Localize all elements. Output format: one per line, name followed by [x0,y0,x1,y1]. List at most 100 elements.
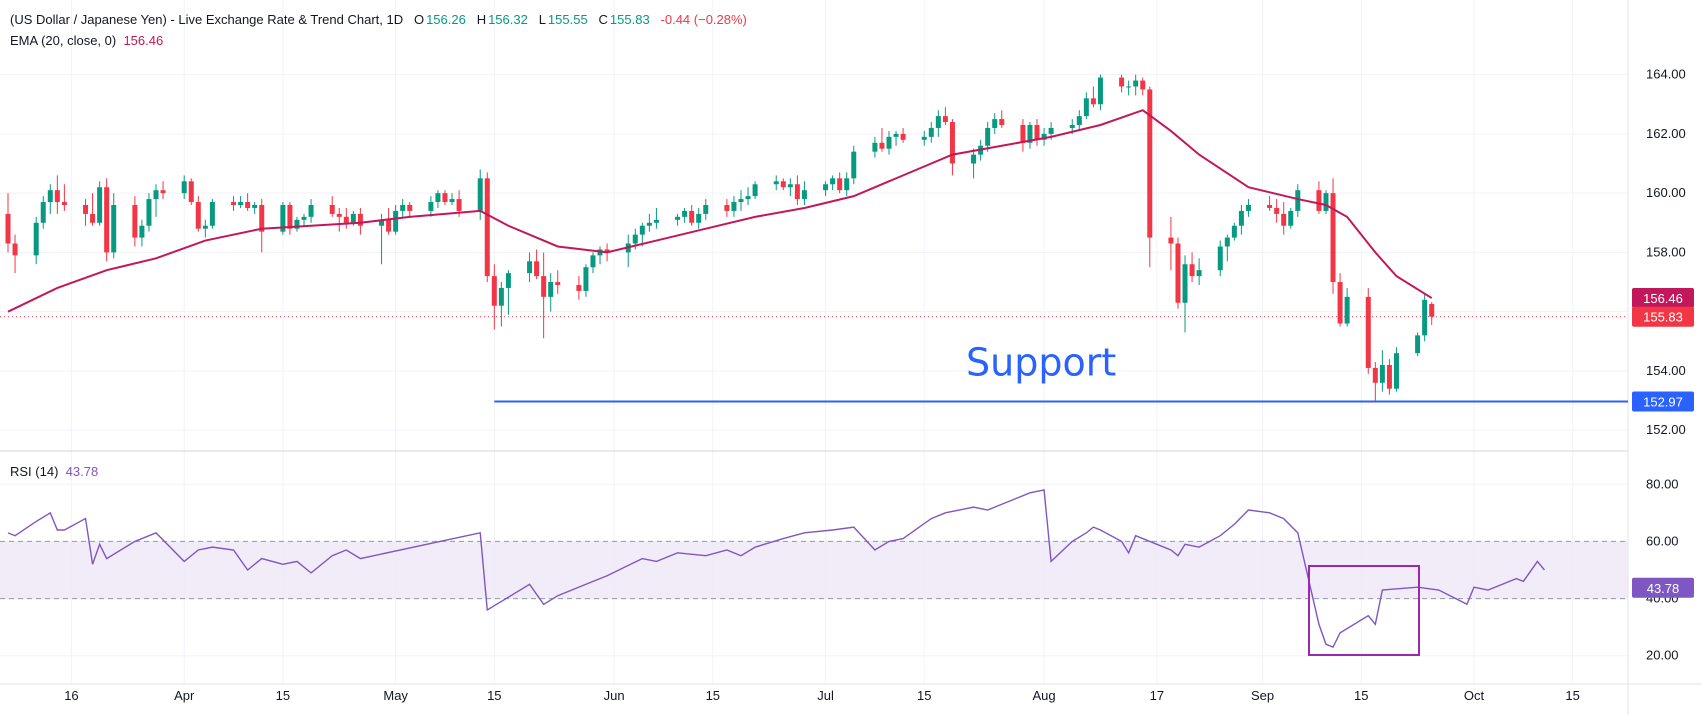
candle-body [1041,133,1047,140]
time-tick-label: 15 [917,688,931,703]
candle-body [5,213,11,244]
candle-body [1182,264,1188,303]
candle-body [921,136,927,140]
time-tick-label: Jun [604,688,625,703]
candle-body [153,190,159,200]
ema-value: 156.46 [123,33,164,48]
candle-body [484,178,490,277]
candle-body [837,178,843,191]
symbol-title: (US Dollar / Japanese Yen) - Live Exchan… [10,12,404,27]
candle-body [653,219,659,223]
candle-body [146,199,152,226]
rsi-legend: RSI (14) 43.78 [10,464,98,479]
candle-body [1274,207,1280,214]
candle-body [985,127,991,146]
time-tick-label: 16 [64,688,78,703]
candle-body [1288,210,1294,226]
ema-line [7,109,1433,313]
ema-price-tag-bg [1632,288,1694,309]
candle-body [893,133,899,137]
candle-body [498,287,504,306]
time-tick-label: 15 [1354,688,1368,703]
candle-body [1119,77,1125,87]
candle-body [583,267,589,291]
time-tick-label: 17 [1150,688,1164,703]
candle-body [449,199,455,203]
candle-body [935,116,941,128]
candle-body [724,205,730,211]
candle-body [1069,125,1075,128]
close-label: C [598,12,608,27]
candle-body [590,255,596,268]
candle-body [195,202,201,229]
candle-body [1295,190,1301,211]
price-tick-label: 162.00 [1646,126,1686,141]
candle-body [97,187,103,223]
candle-body [54,190,60,203]
ema-label: EMA (20, close, 0) [10,33,117,48]
candle-body [104,187,110,253]
candle-body [738,199,744,203]
candle-body [830,178,836,185]
candle-body [731,202,737,211]
candle-body [1076,116,1082,125]
time-tick-label: 15 [487,688,501,703]
candle-body [1372,367,1378,383]
candle-body [407,205,413,211]
candle-body [160,190,166,194]
open-value: 156.26 [426,12,466,27]
candle-body [794,184,800,200]
candle-body [675,216,681,220]
candle-body [1386,365,1392,389]
price-tick-label: 164.00 [1646,67,1686,82]
change-value: -0.44 (−0.28%) [660,12,747,27]
candle-body [1393,353,1399,389]
candle-body [696,213,702,223]
candle-body [111,205,117,253]
candle-body [844,178,850,191]
candle-body [61,202,67,205]
candle-body [238,202,244,205]
rsi-tick-label: 60.00 [1646,533,1679,548]
time-tick-label: May [383,688,408,703]
candle-body [456,199,462,211]
candle-body [83,205,89,214]
candle-body [632,234,638,244]
candle-body [752,184,758,197]
candle-body [294,219,300,229]
candle-body [548,282,554,297]
candle-body [287,205,293,229]
candle-body [1429,303,1435,317]
candle-body [259,205,265,232]
candle-body [992,119,998,128]
rsi-value: 43.78 [65,464,99,479]
candle-body [132,205,138,238]
candle-body [336,213,342,217]
time-tick-label: 15 [706,688,720,703]
time-tick-label: Aug [1032,688,1055,703]
candle-body [491,276,497,306]
candle-body [188,181,194,203]
high-label: H [476,12,487,27]
candle-body [541,276,547,297]
candle-body [1020,125,1026,143]
candle-body [40,202,46,223]
candle-body [209,202,215,226]
candle-body [555,282,561,285]
candle-body [350,213,356,223]
candle-body [329,205,335,214]
candle-body [1224,237,1230,247]
candle-body [477,178,483,211]
price-tick-label: 160.00 [1646,185,1686,200]
candle-body [1147,89,1153,238]
candle-body [1189,264,1195,277]
candle-body [12,243,18,256]
candle-body [1133,80,1139,87]
last-price-tag: 155.83 [1643,310,1683,325]
candle-body [1196,270,1202,277]
price-tick-label: 158.00 [1646,244,1686,259]
candle-body [1027,125,1033,143]
candle-body [343,216,349,223]
